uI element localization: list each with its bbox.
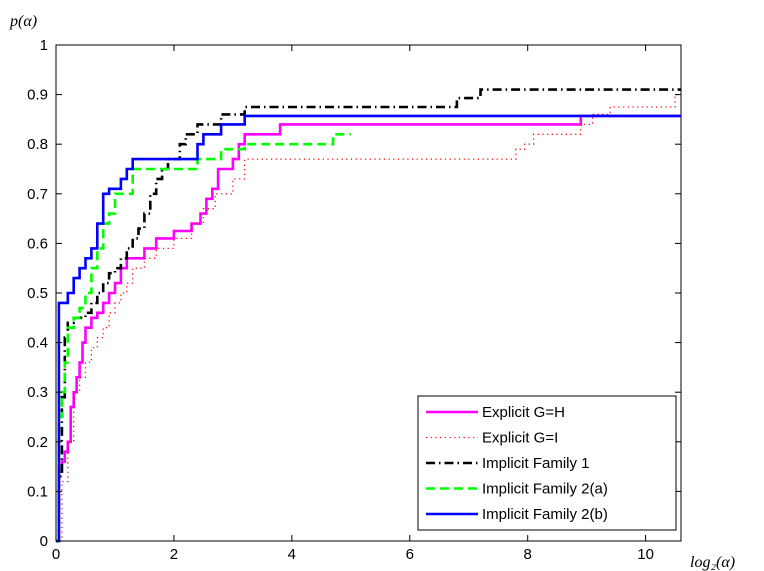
series-line-1 xyxy=(56,114,681,543)
y-tick-label: 0.8 xyxy=(27,136,48,153)
x-tick-label: 0 xyxy=(52,546,60,563)
legend: Explicit G=H Explicit G=I Implicit Family … xyxy=(417,395,677,531)
y-tick-label: 0 xyxy=(40,533,48,550)
y-axis-label: p(α) xyxy=(9,13,37,30)
y-tick-label: 0.4 xyxy=(27,335,48,352)
x-axis-label: log₂(α) xyxy=(690,554,735,571)
legend-box xyxy=(417,395,677,531)
series-layer xyxy=(56,88,681,543)
y-tick-label: 0.9 xyxy=(27,87,48,104)
ticks-layer: 0 2 4 6 8 10 0 0.1 0.2 0.3 0.4 0.5 0.6 0.7 0.8 0.9 1 xyxy=(27,37,681,563)
x-tick-label: 4 xyxy=(288,546,296,563)
x-tick-label: 8 xyxy=(524,546,532,563)
legend-label-2: Explicit G=I xyxy=(482,430,558,447)
y-tick-label: 0.6 xyxy=(27,235,48,252)
y-tick-label: 0.5 xyxy=(27,285,48,302)
y-tick-label: 0.2 xyxy=(27,434,48,451)
y-tick-label: 0.1 xyxy=(27,483,48,500)
y-tick-label: 1 xyxy=(40,37,48,54)
x-tick-label: 2 xyxy=(170,546,178,563)
legend-label-1: Explicit G=H xyxy=(482,404,565,421)
legend-label-5: Implicit Family 2(b) xyxy=(482,506,608,523)
x-tick-label: 10 xyxy=(637,546,654,563)
x-tick-label: 6 xyxy=(406,546,414,563)
legend-label-3: Implicit Family 1 xyxy=(482,455,590,472)
y-tick-label: 0.3 xyxy=(27,384,48,401)
series-line-2 xyxy=(56,93,681,542)
legend-label-4: Implicit Family 2(a) xyxy=(482,481,608,498)
series-line-5 xyxy=(56,114,681,543)
y-tick-label: 0.7 xyxy=(27,186,48,203)
